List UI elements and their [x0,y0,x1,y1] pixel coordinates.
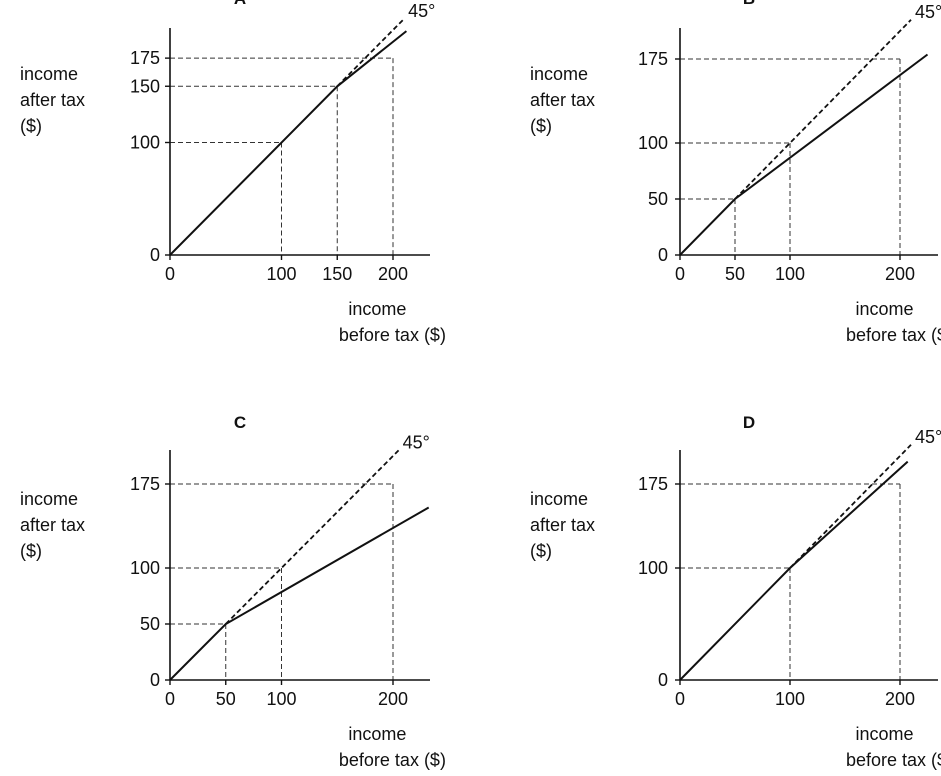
panel-a-diagonal-label: 45° [408,1,435,21]
panel-a-ytick-label-0: 0 [150,245,160,265]
panel-b-ytick-label-100: 100 [638,133,668,153]
panel-a: A 45° 0 100 150 200 0 100 150 175 income after tax (… [20,0,446,345]
panel-a-xlabel-line-0: income [348,299,406,319]
panel-a-xtick-label-150: 150 [322,264,352,284]
panel-d-ylabel-line-1: after tax [530,515,595,535]
panel-d-xtick-label-100: 100 [775,689,805,709]
panel-a-ytick-label-150: 150 [130,76,160,96]
panel-b-xtick-label-0: 0 [675,264,685,284]
panel-c-ytick-label-100: 100 [130,558,160,578]
panel-a-xtick-label-100: 100 [266,264,296,284]
panel-b-xlabel-line-0: income [855,299,913,319]
panel-c-ylabel-line-0: income [20,489,78,509]
panel-c-xtick-label-0: 0 [165,689,175,709]
panel-c-title: C [234,413,246,432]
panel-c-diagonal-label: 45° [403,432,430,452]
panel-c-diagonal-45 [225,449,400,625]
panel-a-ytick-label-175: 175 [130,48,160,68]
panel-b-diagonal-label: 45° [915,2,941,22]
panel-c-xtick-label-100: 100 [266,689,296,709]
panel-d-diagonal-45 [789,444,912,569]
panel-d-series-line-0 [679,460,909,681]
panel-c-xlabel-line-1: before tax ($) [339,750,446,770]
panel-a-ylabel-line-0: income [20,64,78,84]
panel-b-ytick-label-175: 175 [638,49,668,69]
panel-b-diagonal-45 [734,19,912,200]
panel-c-ytick-label-0: 0 [150,670,160,690]
panel-a-diagonal-45 [336,18,405,87]
panel-d-ylabel-line-2: ($) [530,541,552,561]
panel-b-xlabel-line-1: before tax ($) [846,325,941,345]
panel-b-ylabel-line-0: income [530,64,588,84]
panel-c-series-line-0 [169,506,430,681]
panel-a-ytick-label-100: 100 [130,133,160,153]
panel-d-title: D [743,413,755,432]
panel-c: C 45° 0 50 100 200 0 50 100 175 income after tax ($)… [20,413,446,770]
panel-a-xlabel-line-1: before tax ($) [339,325,446,345]
panel-b-xtick-label-50: 50 [725,264,745,284]
panel-d-xtick-label-0: 0 [675,689,685,709]
panel-b-series-line-0 [679,53,929,256]
panel-b-title: B [743,0,755,8]
panel-d-diagonal-label: 45° [915,427,941,447]
panel-c-ylabel-line-2: ($) [20,541,42,561]
panel-d-ytick-label-0: 0 [658,670,668,690]
panel-a-xtick-label-0: 0 [165,264,175,284]
panel-d-ytick-label-100: 100 [638,558,668,578]
panel-c-ytick-label-50: 50 [140,614,160,634]
panel-c-xlabel-line-0: income [348,724,406,744]
panel-c-ylabel-line-1: after tax [20,515,85,535]
panel-a-ylabel-line-2: ($) [20,116,42,136]
panel-b-ylabel-line-2: ($) [530,116,552,136]
panel-a-series-line-0 [169,30,408,256]
panel-a-ylabel-line-1: after tax [20,90,85,110]
panel-d-ylabel-line-0: income [530,489,588,509]
panel-a-title: A [234,0,246,8]
panel-d-xlabel-line-0: income [855,724,913,744]
panel-b-ytick-label-0: 0 [658,245,668,265]
panel-a-xtick-label-200: 200 [378,264,408,284]
panel-d-xtick-label-200: 200 [885,689,915,709]
panel-b-xtick-label-100: 100 [775,264,805,284]
panel-d-xlabel-line-1: before tax ($) [846,750,941,770]
panel-c-xtick-label-200: 200 [378,689,408,709]
panel-d: D 45° 0 100 200 0 100 175 income after tax ($) inco… [530,413,941,770]
panel-b-ylabel-line-1: after tax [530,90,595,110]
panel-c-xtick-label-50: 50 [216,689,236,709]
panel-c-ytick-label-175: 175 [130,474,160,494]
panel-d-ytick-label-175: 175 [638,474,668,494]
panel-b-ytick-label-50: 50 [648,189,668,209]
panel-b-xtick-label-200: 200 [885,264,915,284]
panel-b: B 45° 0 50 100 200 0 50 100 175 income after tax ($)… [530,0,941,345]
